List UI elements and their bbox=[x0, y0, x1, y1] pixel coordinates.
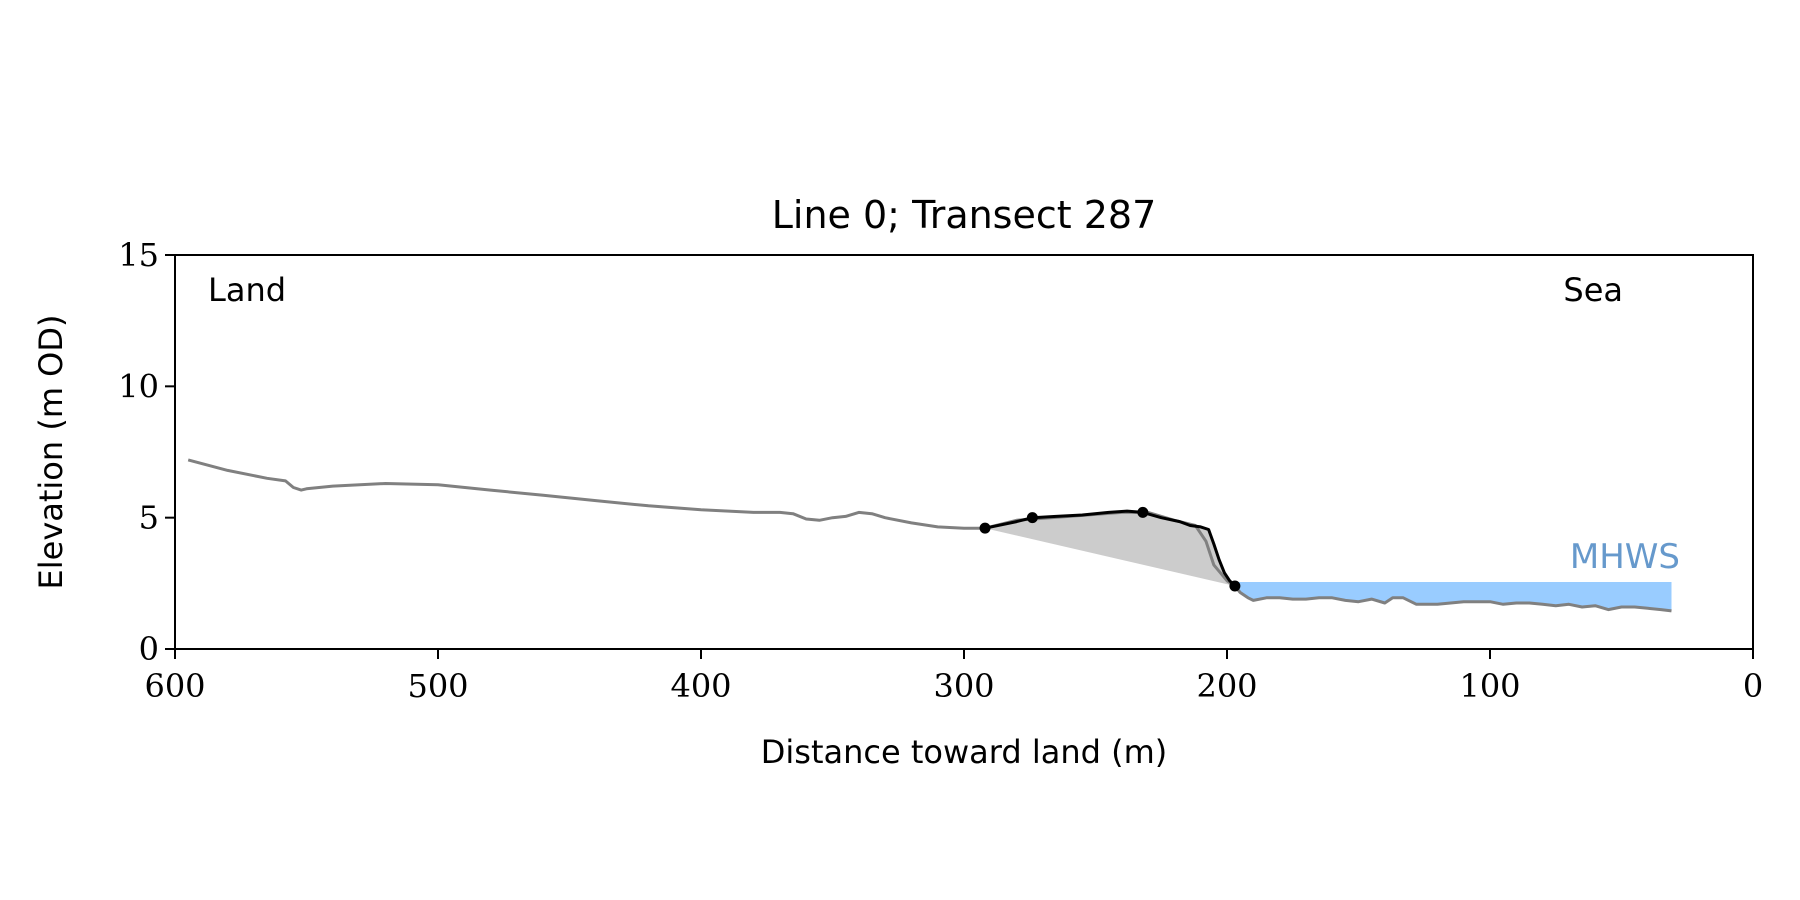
y-tick-label: 0 bbox=[139, 630, 159, 668]
chart-title: Line 0; Transect 287 bbox=[772, 193, 1157, 237]
x-axis-label: Distance toward land (m) bbox=[761, 733, 1167, 771]
y-tick-label: 15 bbox=[118, 236, 159, 274]
dune-crest-line bbox=[984, 509, 1236, 588]
x-tick-label: 200 bbox=[1196, 667, 1257, 705]
x-tick-label: 300 bbox=[933, 667, 994, 705]
x-tick-label: 500 bbox=[407, 667, 468, 705]
sea-label: Sea bbox=[1563, 271, 1623, 309]
y-tick-label: 10 bbox=[118, 367, 159, 405]
key-point-marker bbox=[979, 522, 991, 534]
x-tick-label: 100 bbox=[1459, 667, 1520, 705]
x-tick-label: 600 bbox=[144, 667, 205, 705]
land-label: Land bbox=[208, 271, 286, 309]
key-point-marker bbox=[1137, 506, 1149, 518]
y-axis-label: Elevation (m OD) bbox=[32, 315, 70, 590]
dune-volume-fill bbox=[985, 511, 1235, 586]
key-point-marker bbox=[1229, 580, 1241, 592]
mhws-label: MHWS bbox=[1570, 537, 1680, 577]
beach-profile-line bbox=[187, 458, 1672, 613]
x-tick-label: 0 bbox=[1743, 667, 1763, 705]
y-tick-label: 5 bbox=[139, 499, 159, 537]
key-point-marker bbox=[1026, 512, 1038, 524]
plot-area bbox=[187, 458, 1672, 613]
mhws-water-fill bbox=[1227, 580, 1672, 611]
x-tick-label: 400 bbox=[670, 667, 731, 705]
tick-layer: 600 500 400 300 200 100 0 0 5 10 15 bbox=[118, 236, 1763, 705]
